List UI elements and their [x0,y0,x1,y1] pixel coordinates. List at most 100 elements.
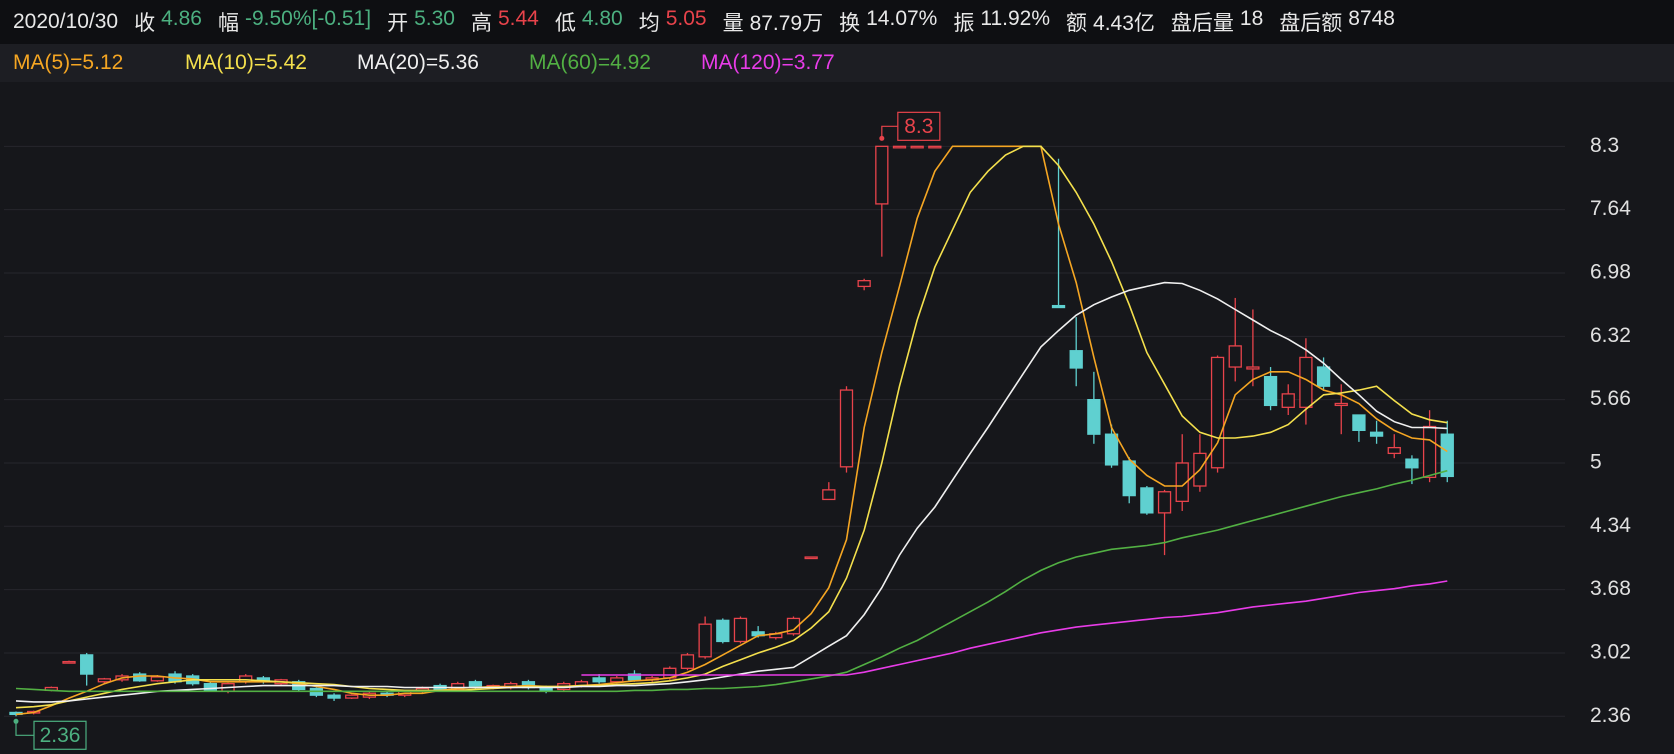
quote-item: 均 5.05 [639,7,707,37]
candle-body [680,654,695,669]
candle-body [610,677,624,683]
quote-item: 低 4.80 [555,7,623,37]
candle-body [1316,366,1331,387]
candle-body [80,654,94,675]
quote-value: 14.07% [866,7,938,30]
candle-body [857,280,871,288]
quote-label: 开 [387,12,409,35]
candle-body [804,556,818,560]
y-tick-label: 5.66 [1590,387,1631,410]
candle-body [1440,433,1454,478]
date: 2020/10/30 [13,10,119,33]
candle-body [822,489,836,501]
candle-body [1175,462,1189,503]
candle-body [1263,375,1278,407]
candle-body [928,145,942,149]
max-box [897,111,941,141]
quote-item: 收 4.86 [134,7,202,37]
quote-value: 18 [1239,7,1264,30]
quote-value: 5.05 [665,7,707,30]
candle-body [1122,460,1136,497]
candle-body [1087,398,1101,435]
y-tick-label: 6.98 [1590,261,1631,284]
legend-entry: MA(5)=5.12 [13,51,124,74]
y-tick-label: 3.68 [1590,577,1631,600]
candle-body [1387,446,1401,455]
candle-body [910,145,924,149]
candle-body [345,694,359,699]
candle-body [1405,458,1419,469]
quote-item: 幅 -9.50%[-0.51] [218,7,371,37]
quote-value: 5.44 [497,7,539,30]
quote-item: 振 11.92% [953,7,1050,37]
y-tick-label: 7.64 [1590,197,1631,220]
quote-value: 8748 [1348,7,1395,30]
quote-label: 低 [554,12,576,35]
ma-line [15,145,1448,716]
candle-body [627,673,642,681]
ma-line [15,145,1448,709]
quote-label: 盘后额 [1279,12,1343,35]
y-tick-label: 5 [1590,451,1602,474]
candle-body [97,678,111,683]
legend-entry: MA(10)=5.42 [185,51,307,74]
quote-value: 4.43亿 [1093,12,1155,35]
quote-label: 额 [1066,12,1088,35]
min-label: 2.36 [40,724,81,747]
quote-label: 换 [839,12,861,35]
candle-body [1104,433,1119,466]
legend-entry: MA(120)=3.77 [701,51,835,74]
min-leader [15,721,34,736]
quote-item: 盘后额 8748 [1279,7,1395,37]
y-tick-label: 8.3 [1590,134,1619,157]
max-label: 8.3 [904,115,933,138]
candle-body [1228,345,1242,368]
quote-header: 2020/10/30 收 4.86 幅 -9.50%[-0.51] 开 5.30 高 5.44… [0,0,1674,44]
candle-body [1140,487,1154,514]
quote-value: 4.86 [161,7,202,30]
quote-value: 4.80 [581,7,623,30]
quote-label: 收 [134,12,156,35]
candle-body [1334,402,1348,407]
quote-item: 盘后量 18 [1171,7,1263,37]
candle-body [839,389,854,468]
y-tick-label: 2.36 [1590,704,1631,727]
candle-body [1157,491,1172,514]
quote-item: 开 5.30 [387,7,455,37]
quote-value: -9.50%[-0.51] [244,7,372,30]
quote-item: 额 4.43亿 [1066,7,1155,37]
quote-label: 均 [638,12,660,35]
candle-body [1281,393,1295,408]
legend-entry: MA(20)=5.36 [357,51,479,74]
candle-body [698,623,712,658]
candle-body [150,676,165,682]
ma-line [15,469,1448,693]
candle-body [1369,431,1384,437]
quote-item: 量 87.79万 [723,7,824,37]
quote-item: 换 14.07% [839,7,937,37]
quote-label: 高 [470,12,492,35]
candle-body [1422,425,1437,479]
candle-body [892,145,907,149]
candle-body [1069,350,1083,369]
y-tick-label: 6.32 [1590,324,1631,347]
candle-body [1246,366,1260,370]
candle-body [875,145,889,205]
legend-entry: MA(60)=4.92 [529,51,651,74]
candle-body [327,694,341,699]
candle-body [1210,356,1225,469]
y-tick-label: 4.34 [1590,514,1631,537]
quote-label: 量 [722,12,744,35]
quote-value: 5.30 [414,7,455,30]
candle-body [733,617,748,643]
quote-item: 高 5.44 [471,7,539,37]
candle-body [239,675,253,683]
plot-background [4,82,1674,754]
y-tick-label: 3.02 [1590,641,1631,664]
max-leader [881,125,898,139]
candle-body [592,677,606,683]
quote-value: 87.79万 [749,12,824,35]
quote-label: 幅 [217,12,239,35]
quote-label: 盘后量 [1170,12,1234,35]
